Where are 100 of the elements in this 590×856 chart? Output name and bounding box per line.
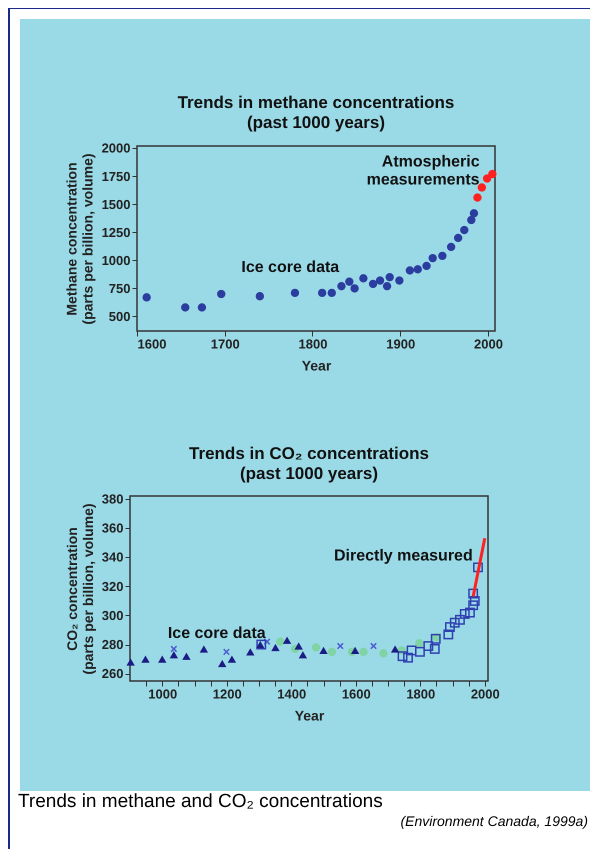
point	[398, 651, 408, 662]
text: Trends in methane and CO₂ concentrations	[18, 791, 384, 813]
point	[290, 288, 300, 298]
point	[454, 234, 462, 242]
point	[460, 609, 470, 619]
x-tick-label: 1800	[406, 686, 436, 702]
point	[368, 280, 378, 288]
point	[350, 284, 359, 293]
point	[298, 651, 308, 658]
point	[467, 216, 476, 224]
point	[337, 282, 346, 290]
y-axis-title: Methane concentration (parts per billion, volume)	[64, 153, 96, 325]
x-axis-title: Year	[302, 358, 332, 374]
point	[473, 193, 482, 202]
point	[276, 637, 284, 646]
point	[182, 652, 191, 660]
point	[468, 588, 478, 599]
point	[294, 642, 303, 650]
text: (Environment Canada, 1999a)	[399, 813, 589, 829]
y-tick-label: 500	[108, 308, 130, 324]
chart-subtitle: (past 1000 years)	[240, 464, 378, 483]
point	[142, 293, 151, 302]
y-tick-label: 750	[108, 280, 130, 296]
point	[386, 273, 394, 282]
point	[390, 645, 400, 653]
x-tick-label: 1800	[298, 336, 328, 352]
y-tick-label: 300	[102, 608, 124, 623]
point	[406, 645, 416, 656]
y-tick-label: 360	[102, 520, 124, 536]
point	[450, 618, 460, 628]
y-tick-label: 380	[102, 491, 124, 506]
x-tick-label: 1900	[386, 336, 416, 352]
point	[328, 288, 336, 298]
point	[414, 265, 422, 274]
annotation: Directly measured	[334, 548, 473, 565]
point	[473, 562, 483, 572]
point	[218, 660, 226, 668]
y-tick-label: 320	[102, 578, 124, 594]
point	[319, 646, 328, 654]
point	[328, 648, 336, 656]
y-tick-label: 1750	[102, 168, 130, 184]
point	[415, 646, 425, 657]
point	[470, 209, 478, 218]
point	[217, 290, 226, 298]
x-axis-title: Year	[294, 708, 325, 724]
x-tick-label: 2000	[470, 686, 500, 702]
chart-title: Trends in methane concentrations	[178, 93, 454, 112]
point	[370, 642, 377, 650]
point	[422, 262, 431, 270]
y-tick-label: 1500	[102, 196, 130, 212]
x-tick-label: 1600	[342, 686, 371, 702]
point	[465, 608, 475, 618]
point	[438, 252, 447, 260]
x-tick-label: 1000	[148, 686, 178, 702]
point	[382, 282, 392, 290]
point	[312, 643, 320, 652]
point	[350, 646, 360, 654]
point	[376, 276, 384, 285]
point	[403, 652, 413, 663]
y-tick-label: 260	[102, 666, 124, 682]
point	[488, 170, 497, 178]
point	[228, 656, 236, 663]
y-tick-label: 340	[102, 550, 124, 565]
x-tick-label: 2000	[474, 336, 503, 352]
point	[170, 645, 178, 652]
point	[359, 648, 368, 656]
point	[428, 254, 437, 262]
point	[430, 644, 440, 654]
point	[359, 274, 368, 282]
y-tick-label: 2000	[102, 140, 130, 156]
point	[460, 226, 468, 234]
x-tick-label: 1600	[138, 336, 166, 352]
annotation: Atmospheric measurements	[366, 153, 480, 188]
y-tick-label: 1250	[102, 224, 130, 240]
x-tick-label: 1400	[277, 686, 306, 702]
point	[455, 614, 465, 625]
point	[446, 242, 456, 252]
chart-subtitle: (past 1000 years)	[247, 113, 385, 132]
point	[468, 600, 478, 610]
point	[395, 276, 404, 285]
point	[345, 277, 354, 286]
point	[423, 641, 434, 651]
point	[282, 636, 292, 644]
y-tick-label: 280	[102, 637, 124, 652]
point	[318, 288, 326, 298]
annotation: Ice core data	[168, 624, 266, 642]
annotation: Ice core data	[241, 258, 340, 276]
point	[256, 292, 264, 300]
point	[478, 183, 486, 192]
point	[336, 642, 344, 650]
point	[264, 638, 271, 646]
point	[415, 638, 424, 648]
point	[141, 656, 150, 663]
point	[158, 656, 166, 663]
point	[246, 648, 254, 656]
point	[443, 629, 454, 640]
point	[470, 596, 480, 606]
chart-title: Trends in CO₂ concentrations	[189, 444, 429, 463]
point	[181, 303, 190, 312]
point	[379, 649, 388, 658]
